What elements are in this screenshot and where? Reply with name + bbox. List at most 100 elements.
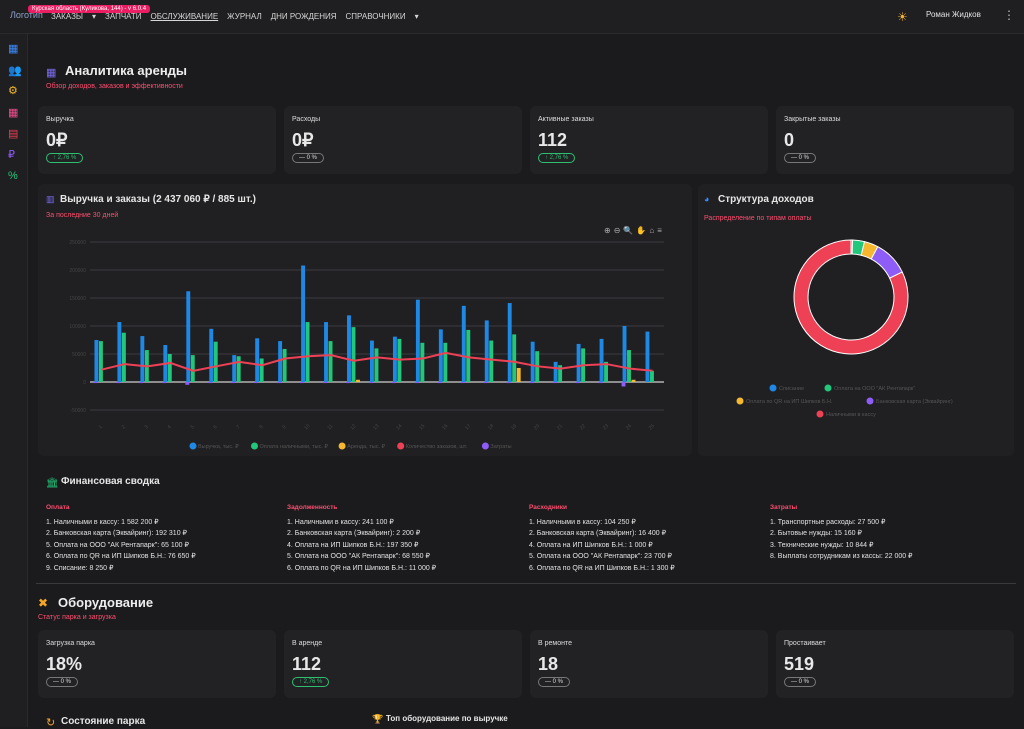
bar[interactable] xyxy=(254,382,259,384)
bar[interactable] xyxy=(443,342,448,382)
user-name[interactable]: Роман Жидков xyxy=(926,10,981,19)
bar[interactable] xyxy=(604,361,608,382)
bar[interactable] xyxy=(507,303,512,382)
nav-orders[interactable]: ЗАКАЗЫ xyxy=(51,12,83,21)
bar[interactable] xyxy=(552,382,557,384)
bar[interactable] xyxy=(370,340,374,382)
bar[interactable] xyxy=(627,350,631,382)
bar[interactable] xyxy=(461,305,466,382)
bar[interactable] xyxy=(278,341,283,382)
bar[interactable] xyxy=(437,382,442,384)
bar[interactable] xyxy=(209,328,214,382)
legend-label[interactable]: Количество заказов, шт. xyxy=(406,444,468,450)
bar[interactable] xyxy=(530,341,535,382)
bar[interactable] xyxy=(98,341,103,382)
bar[interactable] xyxy=(121,332,126,382)
legend-label[interactable]: Оплата наличными, тыс. ₽ xyxy=(260,443,329,450)
legend-label[interactable]: Банковская карта (Эквайринг) xyxy=(876,398,953,405)
legend-marker[interactable] xyxy=(189,442,197,450)
bar[interactable] xyxy=(346,382,350,384)
apps-icon[interactable]: ▦ xyxy=(8,107,19,119)
bar[interactable] xyxy=(140,336,145,382)
bar[interactable] xyxy=(185,382,190,385)
bar[interactable] xyxy=(506,382,511,384)
bar[interactable] xyxy=(483,382,488,384)
bar[interactable] xyxy=(94,340,99,382)
ruble-icon[interactable]: ₽ xyxy=(8,149,15,161)
bar[interactable] xyxy=(167,354,172,382)
bar[interactable] xyxy=(356,379,360,382)
bar[interactable] xyxy=(622,326,627,382)
bar[interactable] xyxy=(231,382,236,384)
legend-label[interactable]: Затраты xyxy=(490,444,511,450)
bar[interactable] xyxy=(374,348,379,382)
bar[interactable] xyxy=(232,355,237,382)
bar[interactable] xyxy=(213,341,218,382)
pan-icon[interactable]: ✋ xyxy=(636,226,647,235)
menu-icon[interactable]: ≡ xyxy=(657,226,662,235)
bar[interactable] xyxy=(512,334,517,382)
users-icon[interactable]: 👥 xyxy=(8,65,22,77)
bar[interactable] xyxy=(621,382,626,387)
sun-icon[interactable]: ☀ xyxy=(897,10,908,24)
donut-slice[interactable] xyxy=(870,246,903,279)
zoom-in-icon[interactable]: ⊕ xyxy=(604,226,611,235)
legend-marker[interactable] xyxy=(824,384,832,392)
zoom-select-icon[interactable]: 🔍 xyxy=(623,226,634,235)
bar[interactable] xyxy=(598,382,603,384)
legend-label[interactable]: Наличными в кассу xyxy=(826,412,876,418)
reset-home-icon[interactable]: ⌂ xyxy=(649,226,655,235)
bar[interactable] xyxy=(414,382,419,384)
gear-icon[interactable]: ⚙ xyxy=(8,85,18,97)
calendar-icon[interactable]: ▤ xyxy=(8,128,19,140)
bar[interactable] xyxy=(277,382,282,384)
bar[interactable] xyxy=(369,382,373,384)
bar[interactable] xyxy=(420,342,425,382)
bar[interactable] xyxy=(324,322,328,382)
legend-label[interactable]: Оплата по QR на ИП Шипков Б.Н. xyxy=(746,399,833,405)
bar[interactable] xyxy=(489,340,494,382)
bar[interactable] xyxy=(575,382,580,384)
legend-label[interactable]: Выручка, тыс. ₽ xyxy=(198,443,239,450)
bar[interactable] xyxy=(529,382,534,384)
legend-marker[interactable] xyxy=(816,410,824,418)
bar[interactable] xyxy=(558,365,563,382)
bar[interactable] xyxy=(391,382,396,384)
nav-journal[interactable]: ЖУРНАЛ xyxy=(227,12,262,21)
bar[interactable] xyxy=(650,370,654,382)
bar[interactable] xyxy=(116,382,121,384)
bar[interactable] xyxy=(93,382,98,384)
legend-marker[interactable] xyxy=(481,442,489,450)
chevron-down-icon[interactable]: ▾ xyxy=(414,12,419,21)
bar[interactable] xyxy=(139,382,144,384)
bar[interactable] xyxy=(351,327,356,382)
bar[interactable] xyxy=(438,329,443,382)
bar[interactable] xyxy=(553,361,558,382)
legend-marker[interactable] xyxy=(251,442,258,450)
legend-marker[interactable] xyxy=(338,442,346,450)
bar[interactable] xyxy=(162,382,167,384)
bar[interactable] xyxy=(460,382,465,384)
nav-birthdays[interactable]: ДНИ РОЖДЕНИЯ xyxy=(270,12,337,21)
bar[interactable] xyxy=(516,368,521,382)
bar[interactable] xyxy=(415,299,420,382)
legend-marker[interactable] xyxy=(397,442,405,450)
legend-marker[interactable] xyxy=(866,397,874,405)
bar[interactable] xyxy=(259,358,264,382)
legend-label[interactable]: Оплата на ООО "АК Рентапарк" xyxy=(834,386,915,392)
bar[interactable] xyxy=(484,320,489,382)
bar[interactable] xyxy=(208,382,213,384)
bar[interactable] xyxy=(631,379,636,382)
legend-marker[interactable] xyxy=(736,397,744,405)
bar[interactable] xyxy=(236,356,241,382)
donut-slice[interactable] xyxy=(793,239,909,355)
legend-label[interactable]: Аренда, тыс. ₽ xyxy=(347,443,385,450)
bar[interactable] xyxy=(282,348,287,382)
dashboard-icon[interactable]: ▦ xyxy=(8,43,19,55)
bar[interactable] xyxy=(323,382,327,384)
bar[interactable] xyxy=(466,329,471,382)
bar[interactable] xyxy=(255,338,260,382)
nav-dropdown-icon[interactable]: ▾ xyxy=(92,12,97,21)
nav-parts[interactable]: ЗАПЧАТИ xyxy=(105,12,142,21)
bar[interactable] xyxy=(347,315,351,382)
